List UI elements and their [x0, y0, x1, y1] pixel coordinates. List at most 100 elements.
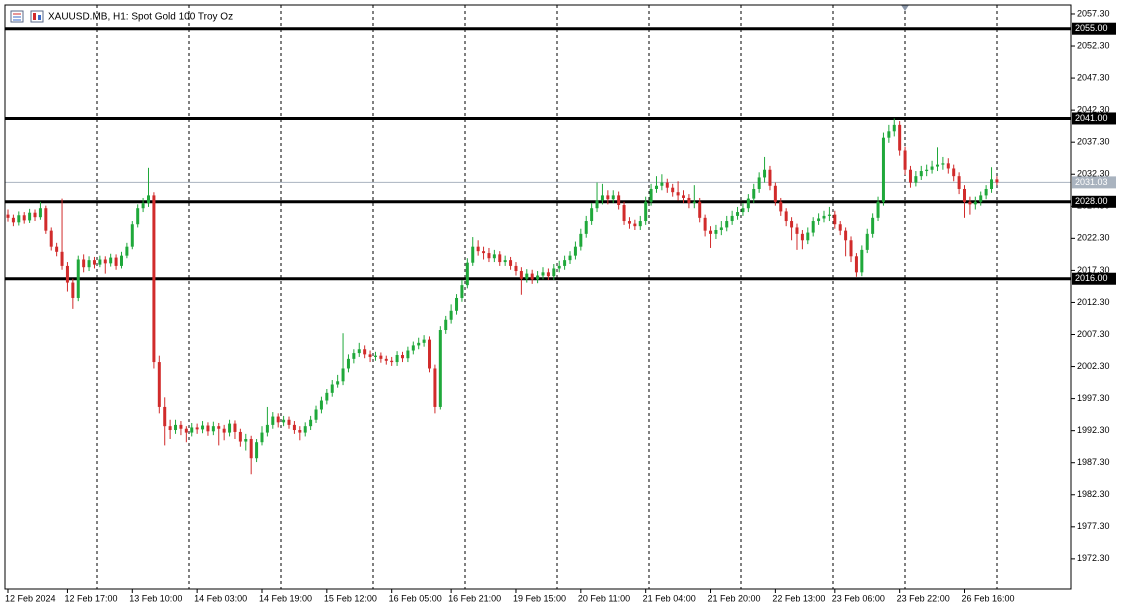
candle-body — [28, 212, 32, 221]
candle-body — [757, 177, 761, 189]
candle-body — [460, 285, 464, 298]
candle-body — [130, 224, 134, 247]
candle-body — [211, 426, 215, 432]
candle-body — [903, 150, 907, 170]
candle-body — [973, 201, 977, 205]
candle-body — [22, 215, 26, 221]
candle-body — [379, 355, 383, 359]
candle-body — [595, 200, 599, 209]
candle-body — [795, 227, 799, 234]
candle-body — [17, 215, 21, 223]
candle-body — [476, 246, 480, 252]
y-tick-label: 1997.30 — [1077, 393, 1110, 403]
candle-body — [860, 249, 864, 273]
candle-body — [627, 221, 631, 224]
candle-body — [298, 430, 302, 433]
candle-body — [82, 259, 86, 268]
candle-body — [228, 423, 232, 433]
candle-body — [584, 221, 588, 234]
candle-body — [606, 195, 610, 200]
candle-body — [174, 424, 178, 431]
candle-body — [876, 201, 880, 218]
candle-body — [925, 169, 929, 172]
candle-body — [157, 362, 161, 407]
candle-body — [730, 215, 734, 222]
candle-body — [687, 197, 691, 204]
level-label: 2041.00 — [1075, 113, 1108, 123]
candle-body — [287, 419, 291, 425]
y-tick-label: 2017.30 — [1077, 265, 1110, 275]
candle-body — [428, 339, 432, 369]
candle-body — [887, 131, 891, 138]
candle-body — [103, 259, 107, 264]
candle-body — [703, 217, 707, 231]
candle-body — [341, 368, 345, 382]
candle-body — [465, 262, 469, 286]
candle-body — [265, 424, 269, 433]
candle-body — [865, 233, 869, 250]
level-label: 2028.00 — [1075, 196, 1108, 206]
x-tick-label: 23 Feb 06:00 — [832, 593, 885, 603]
candle-body — [411, 345, 415, 351]
y-tick-label: 1977.30 — [1077, 521, 1110, 531]
candle-body — [590, 208, 594, 222]
x-tick-label: 26 Feb 16:00 — [962, 593, 1015, 603]
candle-body — [546, 272, 550, 277]
candle-body — [773, 185, 777, 202]
candle-body — [963, 188, 967, 202]
x-tick-label: 19 Feb 15:00 — [513, 593, 566, 603]
candle-body — [638, 221, 642, 227]
candle-body — [373, 355, 377, 357]
candle-body — [319, 400, 323, 410]
candle-body — [282, 419, 286, 423]
candle-body — [914, 176, 918, 183]
x-tick-label: 15 Feb 12:00 — [324, 593, 377, 603]
candle-body — [195, 427, 199, 430]
candle-body — [244, 438, 248, 442]
candle-body — [400, 355, 404, 359]
period-marker — [901, 5, 909, 11]
candle-body — [719, 227, 723, 231]
candle-body — [919, 171, 923, 177]
candle-body — [671, 187, 675, 193]
candle-body — [579, 233, 583, 247]
candle-body — [898, 124, 902, 151]
candle-body — [568, 255, 572, 261]
candle-body — [147, 195, 151, 204]
y-tick-label: 2047.30 — [1077, 72, 1110, 82]
y-tick-label: 1987.30 — [1077, 457, 1110, 467]
candle-body — [184, 428, 188, 433]
candle-body — [71, 282, 75, 298]
candle-body — [946, 163, 950, 169]
candle-body — [222, 428, 226, 433]
candle-body — [984, 188, 988, 196]
candle-body — [930, 166, 934, 170]
candle-body — [11, 217, 15, 223]
candle-body — [530, 273, 534, 280]
candle-body — [249, 438, 253, 459]
x-tick-label: 21 Feb 20:00 — [708, 593, 761, 603]
candle-body — [611, 195, 615, 200]
candle-body — [509, 260, 513, 266]
candle-body — [692, 201, 696, 204]
candle-body — [492, 254, 496, 259]
x-tick-label: 22 Feb 13:00 — [772, 593, 825, 603]
candle-body — [995, 179, 999, 183]
candle-body — [406, 350, 410, 359]
candle-body — [482, 251, 486, 254]
candle-body — [763, 169, 767, 178]
icon — [38, 15, 41, 20]
candle-body — [368, 354, 372, 357]
candle-body — [519, 271, 523, 279]
candle-body — [665, 182, 669, 188]
candle-body — [314, 409, 318, 420]
candle-body — [503, 260, 507, 263]
y-tick-label: 2057.30 — [1077, 8, 1110, 18]
level-label-box — [1072, 272, 1116, 285]
x-tick-label: 20 Feb 11:00 — [578, 593, 630, 603]
candle-body — [217, 426, 221, 429]
icon — [33, 13, 36, 20]
candle-body — [38, 208, 42, 218]
